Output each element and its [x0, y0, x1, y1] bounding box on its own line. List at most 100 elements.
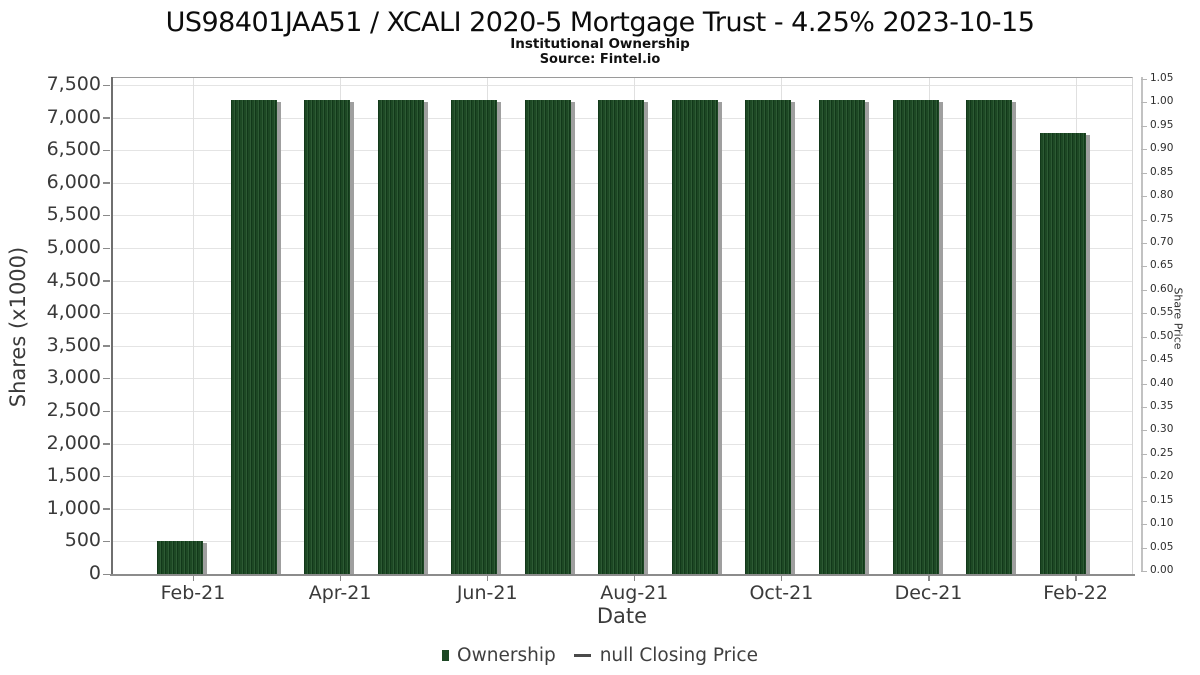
vertical-gridline [193, 77, 194, 574]
left-axis-tick-label: 7,500 [46, 73, 101, 95]
left-axis-tick [103, 247, 110, 249]
left-axis-tick [103, 84, 110, 86]
x-axis-tick [486, 575, 489, 581]
left-axis-tick-label: 0 [88, 562, 101, 584]
left-axis-tick-label: 500 [64, 529, 101, 552]
left-axis-tick-label: 6,000 [46, 170, 101, 193]
x-axis-tick-label: Apr-21 [308, 582, 372, 604]
right-axis-title: Share Price [1171, 287, 1185, 350]
x-axis-title: Date [596, 604, 648, 628]
left-axis-tick [103, 280, 110, 282]
right-axis-tick [1141, 172, 1147, 174]
x-axis-tick-label: Feb-22 [1043, 582, 1108, 604]
ownership-bar-Aug-21[interactable] [598, 99, 645, 574]
x-axis-tick [1075, 575, 1077, 581]
right-axis-tick [1141, 313, 1147, 315]
left-axis-tick-label: 6,500 [46, 138, 101, 161]
right-axis-tick [1141, 500, 1147, 502]
ownership-bar-Apr-21[interactable] [304, 99, 351, 574]
chart-source: Source: Fintel.io [539, 52, 661, 67]
right-axis-tick [1141, 266, 1147, 268]
ownership-bar-Sep-21[interactable] [671, 99, 718, 574]
ownership-bar-Dec-21[interactable] [892, 99, 939, 574]
closing-price-legend-line-icon[interactable] [573, 654, 591, 657]
legend-label-ownership[interactable]: Ownership [457, 645, 556, 666]
ownership-bar-Mar-21[interactable] [230, 99, 277, 574]
left-axis-tick [103, 214, 110, 217]
left-axis-tick [103, 345, 110, 347]
ownership-bar-Jul-21[interactable] [524, 99, 571, 574]
right-axis-tick [1141, 336, 1147, 338]
right-axis-tick-label: 0.85 [1150, 165, 1174, 178]
left-axis-tick-label: 3,000 [46, 366, 101, 389]
ownership-bar-Feb-22[interactable] [1039, 132, 1086, 574]
right-axis-tick [1141, 407, 1147, 408]
left-axis-tick-label: 7,000 [46, 105, 101, 128]
right-axis-tick [1141, 79, 1147, 80]
right-axis-tick [1141, 430, 1147, 432]
right-axis-tick-label: 1.05 [1150, 72, 1174, 84]
right-axis-tick [1141, 219, 1147, 221]
x-axis-tick-label: Jun-21 [456, 582, 518, 604]
left-axis-tick-label: 2,000 [46, 431, 101, 454]
left-axis-tick-label: 4,500 [46, 268, 101, 291]
right-axis-tick [1141, 383, 1147, 385]
ownership-bar-Jan-22[interactable] [966, 99, 1013, 574]
right-axis-tick [1141, 360, 1147, 362]
right-axis-tick-label: 0.40 [1150, 376, 1174, 389]
right-axis-tick-label: 0.65 [1150, 259, 1174, 272]
right-axis-tick-label: 0.10 [1150, 517, 1174, 530]
x-axis-tick [780, 575, 783, 581]
right-axis-tick-label: 0.50 [1150, 329, 1174, 342]
left-axis-tick [103, 475, 110, 478]
right-axis-tick-label: 0.70 [1150, 236, 1174, 248]
left-axis-tick [103, 443, 110, 445]
right-axis-tick [1141, 243, 1147, 244]
right-axis-tick-label: 0.75 [1150, 212, 1174, 225]
ownership-bar-Nov-21[interactable] [818, 99, 865, 574]
horizontal-gridline [112, 85, 1133, 86]
right-axis-tick-label: 0.15 [1150, 493, 1174, 506]
chart-subtitle: Institutional Ownership [510, 36, 690, 52]
ownership-bar-Jun-21[interactable] [451, 99, 498, 574]
right-axis-tick [1141, 149, 1147, 151]
left-axis-tick [103, 573, 110, 575]
x-axis-tick-label: Aug-21 [600, 582, 669, 604]
right-axis-tick-label: 0.90 [1150, 142, 1174, 155]
left-axis-tick [103, 149, 110, 152]
left-axis-tick [103, 117, 110, 119]
legend-label-closing-price[interactable]: null Closing Price [599, 645, 758, 666]
left-axis-tick [103, 410, 110, 412]
ownership-legend-swatch-icon[interactable] [442, 650, 450, 661]
right-axis-tick-label: 0.95 [1150, 118, 1174, 131]
left-axis-title: Shares (x1000) [6, 246, 30, 408]
ownership-bar-Feb-21[interactable] [157, 541, 203, 574]
left-axis-tick-label: 5,000 [46, 236, 101, 258]
left-axis-tick [103, 182, 110, 184]
ownership-bar-May-21[interactable] [377, 99, 424, 574]
left-axis-tick [103, 312, 110, 315]
right-axis-tick-label: 0.45 [1150, 353, 1174, 366]
x-axis-tick [928, 575, 930, 581]
right-axis-tick [1141, 289, 1147, 291]
right-axis-tick-label: 0.00 [1150, 564, 1174, 576]
ownership-bar-Oct-21[interactable] [745, 99, 792, 574]
right-axis-tick [1141, 524, 1147, 526]
x-axis-tick-label: Feb-21 [160, 582, 226, 604]
right-axis-tick-label: 0.25 [1150, 446, 1174, 459]
left-axis-tick [103, 377, 110, 380]
right-axis-tick [1141, 547, 1147, 549]
right-axis-tick [1141, 102, 1147, 104]
right-axis-tick-label: 1.00 [1150, 95, 1174, 108]
right-axis-tick-label: 0.20 [1150, 470, 1174, 483]
right-axis-line [1141, 77, 1143, 572]
right-axis-tick [1141, 571, 1147, 572]
left-axis-tick-label: 3,500 [46, 333, 101, 356]
right-axis-tick-label: 0.80 [1150, 189, 1174, 202]
left-axis-line [110, 77, 113, 575]
right-axis-tick [1141, 196, 1147, 198]
right-axis-tick [1141, 477, 1147, 479]
right-axis-tick [1141, 453, 1147, 455]
chart-title: US98401JAA51 / XCALI 2020-5 Mortgage Tru… [165, 7, 1035, 38]
